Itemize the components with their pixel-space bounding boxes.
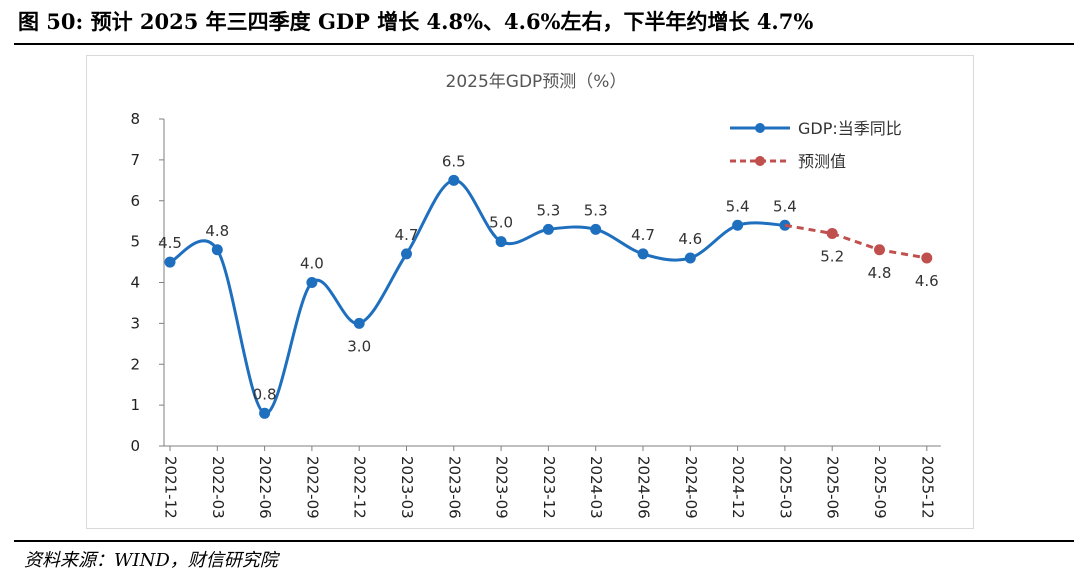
- x-tick-label: 2022-09: [303, 456, 321, 519]
- x-tick-label: 2021-12: [162, 456, 180, 519]
- axes: 0 1 2 3 4 5 6 7 8 2021-12 2022-03 2022-06 2022-09 202…: [130, 110, 941, 519]
- data-point-forecast: [874, 244, 885, 256]
- data-label-actual: 4.7: [631, 226, 655, 244]
- x-tick-label: 2022-12: [351, 456, 369, 519]
- y-tick-label: 0: [130, 437, 140, 455]
- x-tick-label: 2025-03: [776, 456, 794, 519]
- data-point-actual: [684, 252, 696, 264]
- data-label-forecast: 5.2: [820, 247, 844, 265]
- source-note: 资料来源：WIND，财信研究院: [24, 550, 278, 571]
- series-line-actual: [169, 178, 785, 415]
- data-point-actual: [637, 248, 649, 260]
- y-tick-label: 2: [130, 355, 140, 373]
- y-tick-label: 4: [130, 274, 140, 292]
- data-point-forecast: [921, 252, 933, 264]
- data-label-forecast: 4.6: [915, 272, 939, 290]
- data-point-forecast: [826, 227, 838, 239]
- x-tick-label: 2023-03: [398, 456, 416, 519]
- legend-label-forecast: 预测值: [798, 152, 846, 171]
- data-point-actual: [306, 277, 318, 288]
- x-tick-label: 2023-12: [540, 456, 558, 519]
- x-tick-label: 2024-06: [635, 456, 653, 519]
- series-layer: [164, 174, 933, 419]
- data-point-actual: [259, 407, 271, 419]
- data-label-actual: 5.0: [489, 214, 513, 232]
- legend: GDP:当季同比 预测值: [730, 119, 902, 171]
- data-point-actual: [542, 223, 554, 235]
- data-label-actual: 4.5: [158, 234, 182, 252]
- y-tick-label: 1: [130, 396, 140, 414]
- legend-label-actual: GDP:当季同比: [798, 119, 902, 138]
- data-label-actual: 6.5: [442, 152, 466, 170]
- data-label-actual: 5.3: [536, 201, 560, 219]
- y-tick-label: 8: [130, 110, 140, 128]
- x-tick-label: 2023-06: [445, 456, 463, 519]
- x-tick-label: 2023-09: [493, 456, 511, 519]
- data-point-actual: [164, 256, 176, 268]
- x-tick-label: 2024-12: [729, 456, 747, 519]
- x-tick-label: 2022-06: [256, 456, 274, 519]
- data-label-actual: 4.0: [300, 255, 324, 273]
- figure-title: 图 50: 预计 2025 年三四季度 GDP 增长 4.8%、4.6%左右，下…: [18, 9, 814, 34]
- data-labels: 4.5 4.8 0.8 4.0 3.0 4.7 6.5 5.0 5.3 5.3 4.7 4.6 5.4 5…: [158, 152, 939, 403]
- chart-frame: [86, 55, 974, 529]
- data-point-actual: [590, 223, 602, 235]
- x-tick-label: 2025-09: [871, 456, 889, 519]
- data-point-actual: [495, 236, 507, 248]
- data-label-actual: 5.4: [726, 197, 750, 215]
- y-tick-label: 3: [130, 314, 140, 332]
- data-point-actual: [448, 174, 460, 186]
- bottom-rule: [14, 540, 1074, 542]
- data-label-actual: 3.0: [347, 337, 371, 355]
- x-tick-label: 2024-09: [682, 456, 700, 519]
- data-label-actual: 5.3: [584, 201, 608, 219]
- series-line-forecast: [784, 223, 928, 260]
- legend-marker-forecast: [755, 156, 765, 166]
- data-label-actual: 0.8: [253, 385, 277, 403]
- data-point-actual: [211, 244, 223, 256]
- legend-marker-actual: [755, 123, 765, 133]
- y-tick-label: 7: [130, 151, 140, 169]
- data-label-actual: 5.4: [773, 197, 797, 215]
- top-rule: [14, 43, 1074, 45]
- x-tick-label: 2022-03: [209, 456, 227, 519]
- x-tick-label: 2025-12: [918, 456, 936, 519]
- data-point-actual: [353, 317, 365, 329]
- data-point-actual: [401, 248, 412, 260]
- chart-title: 2025年GDP预测（%）: [446, 72, 627, 92]
- data-label-actual: 4.8: [205, 222, 229, 240]
- data-label-forecast: 4.8: [868, 264, 892, 282]
- data-label-actual: 4.7: [395, 226, 419, 244]
- data-label-actual: 4.6: [678, 230, 702, 248]
- data-point-actual: [732, 219, 744, 231]
- y-tick-label: 5: [130, 233, 140, 251]
- x-tick-label: 2025-06: [824, 456, 842, 519]
- y-tick-label: 6: [130, 192, 140, 210]
- x-tick-label: 2024-03: [587, 456, 605, 519]
